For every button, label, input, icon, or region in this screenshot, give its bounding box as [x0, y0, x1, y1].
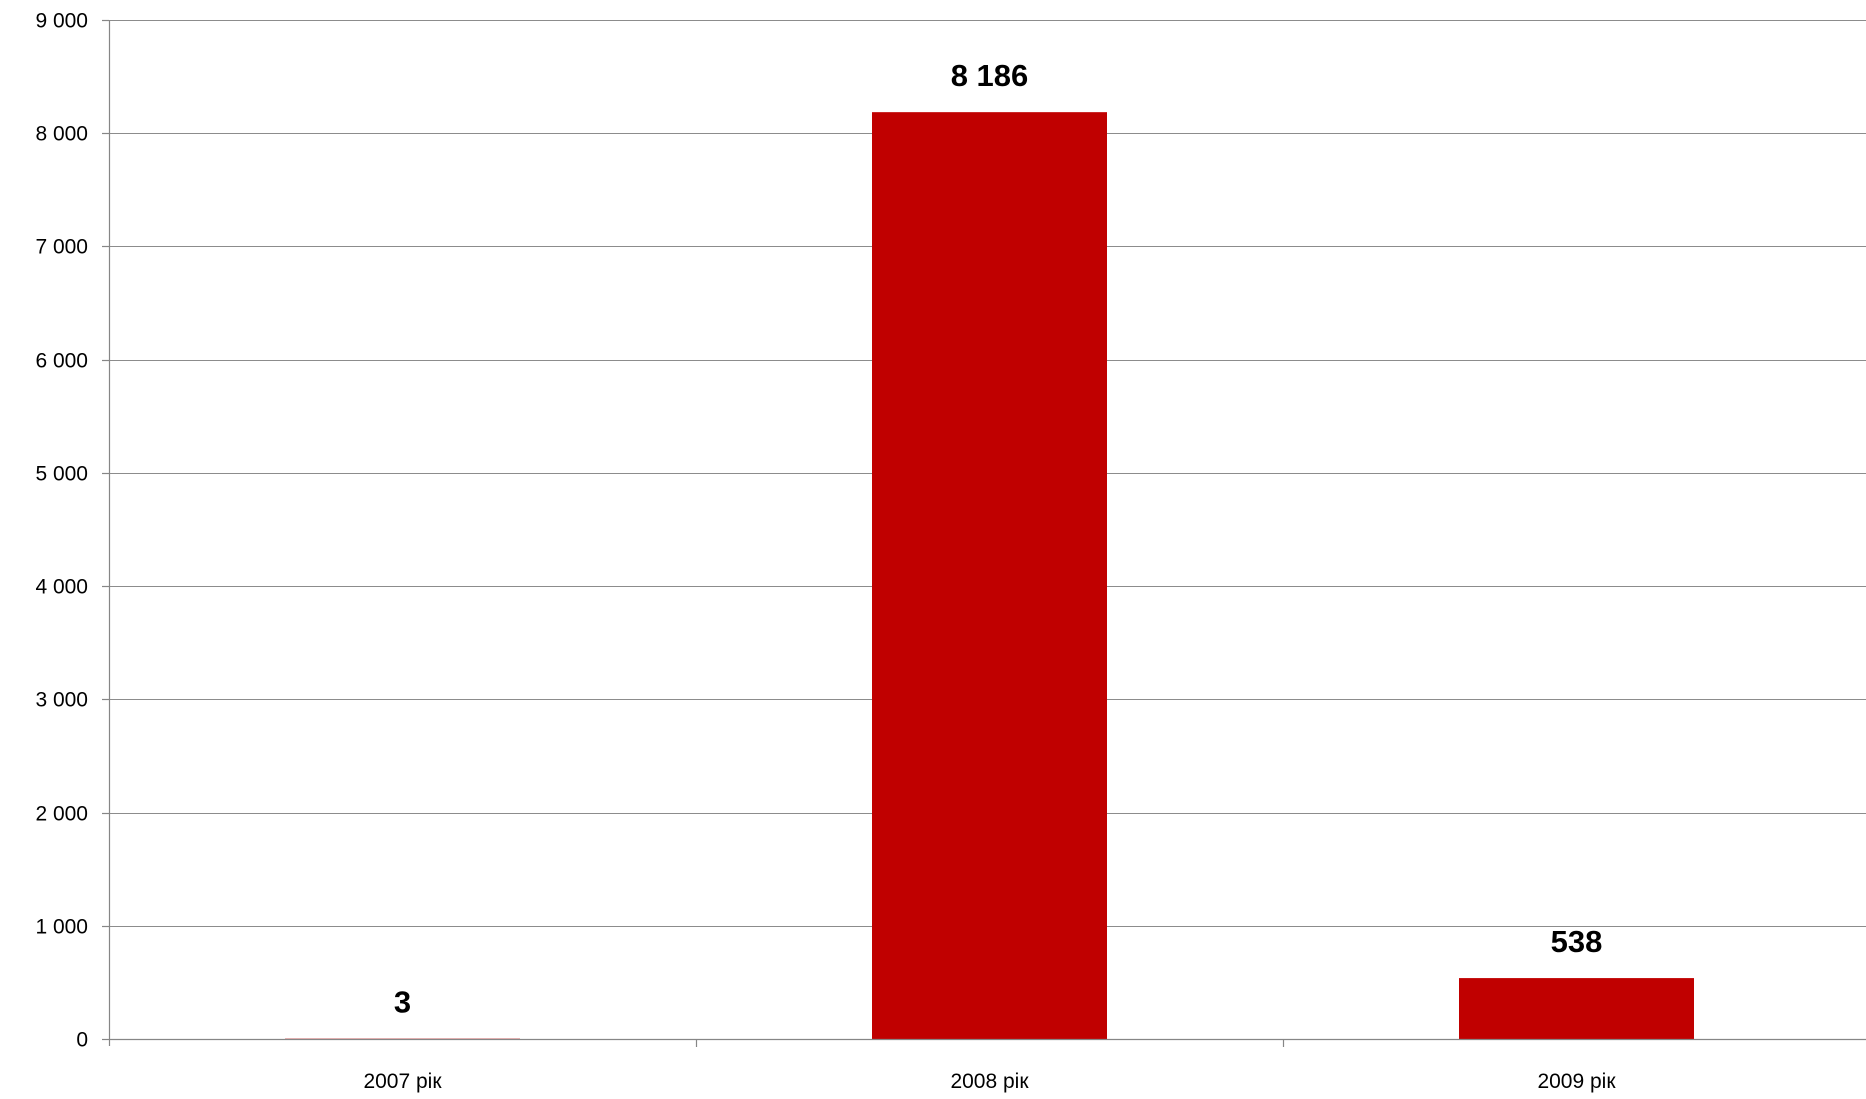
data-label: 538 [1551, 924, 1603, 959]
data-label: 3 [394, 985, 411, 1020]
y-tick-label: 1 000 [35, 916, 88, 939]
y-tick-label: 0 [76, 1029, 88, 1052]
y-tick-label: 6 000 [35, 350, 88, 373]
y-tick-label: 5 000 [35, 463, 88, 486]
x-tick-label: 2007 рік [363, 1070, 442, 1093]
y-tick-label: 4 000 [35, 576, 88, 599]
x-tick-label: 2009 рік [1537, 1070, 1616, 1093]
y-tick-label: 2 000 [35, 803, 88, 826]
x-tick-label: 2008 рік [950, 1070, 1029, 1093]
y-tick-label: 7 000 [35, 236, 88, 259]
bar [1459, 978, 1694, 1039]
data-label: 8 186 [951, 58, 1029, 93]
axes [102, 19, 1866, 1047]
bars [285, 112, 1694, 1039]
bar [872, 112, 1107, 1039]
y-tick-label: 8 000 [35, 123, 88, 146]
y-tick-label: 9 000 [35, 10, 88, 33]
y-tick-label: 3 000 [35, 689, 88, 712]
labels: 0 1 000 2 000 3 000 4 000 5 000 6 000 7 000 8 00… [35, 10, 1616, 1094]
